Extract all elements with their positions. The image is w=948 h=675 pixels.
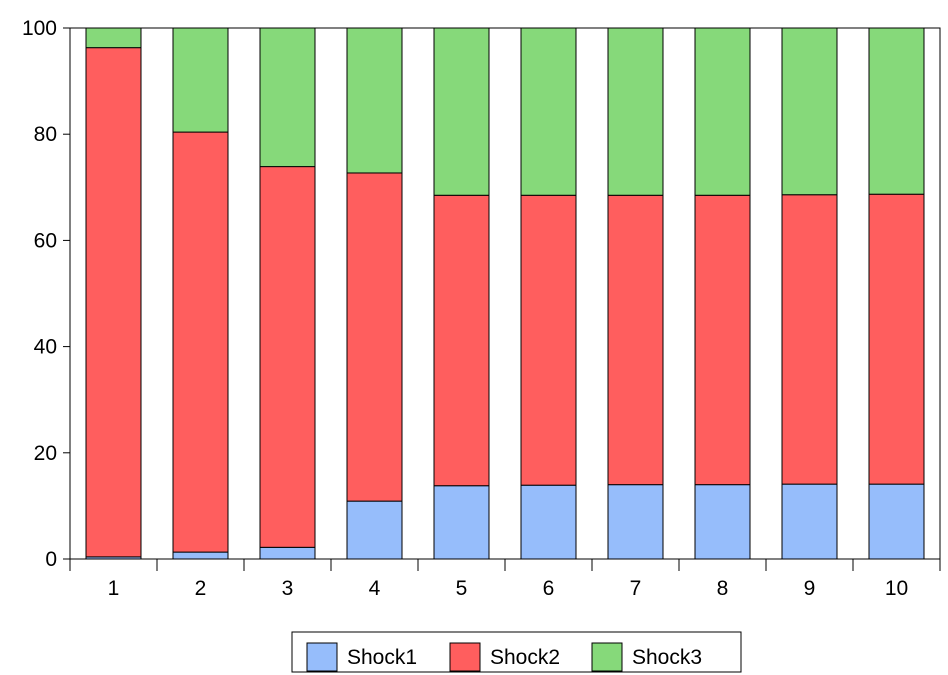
- y-tick-label-0: 0: [45, 548, 57, 571]
- bar-shock3-4: [346, 27, 403, 174]
- x-axis: 1 2 3 4 5 6 7 8 9 10: [69, 559, 941, 600]
- bar-shock3-7: [607, 27, 664, 196]
- bar-shock2-8: [694, 194, 751, 486]
- x-tick-label-4: 4: [369, 577, 381, 600]
- legend-swatch-shock1: [306, 642, 338, 672]
- x-tick-label-7: 7: [630, 577, 642, 600]
- bar-shock1-3: [259, 546, 316, 560]
- x-tick-label-6: 6: [543, 577, 555, 600]
- y-tick-label-80: 80: [34, 123, 57, 146]
- bar-shock2-9: [781, 194, 838, 485]
- bar-shock3-1: [85, 27, 142, 49]
- x-tick-label-10: 10: [885, 577, 908, 600]
- bar-shock2-10: [868, 193, 925, 485]
- y-tick-label-60: 60: [34, 229, 57, 252]
- bar-shock2-1: [85, 47, 142, 558]
- bar-shock3-9: [781, 27, 838, 196]
- bar-shock3-2: [172, 27, 229, 133]
- bar-shock2-3: [259, 166, 316, 548]
- bar-shock1-8: [694, 484, 751, 560]
- legend-swatch-shock3: [591, 642, 623, 672]
- bar-shock1-9: [781, 483, 838, 560]
- y-axis: 0 20 40 60 80 100: [22, 17, 70, 571]
- bar-shock1-7: [607, 484, 664, 560]
- legend: Shock1 Shock2 Shock3: [291, 631, 742, 673]
- bar-shock1-5: [433, 485, 490, 560]
- x-tick-label-8: 8: [717, 577, 729, 600]
- bar-shock3-3: [259, 27, 316, 168]
- bar-shock2-5: [433, 194, 490, 487]
- legend-label-shock2: Shock2: [490, 646, 560, 669]
- bar-shock3-6: [520, 27, 577, 196]
- bar-shock3-8: [694, 27, 751, 196]
- bar-shock3-5: [433, 27, 490, 196]
- bar-shock2-6: [520, 194, 577, 486]
- x-tick-label-3: 3: [282, 577, 294, 600]
- x-tick-label-5: 5: [456, 577, 468, 600]
- bar-shock2-4: [346, 172, 403, 502]
- x-tick-label-1: 1: [108, 577, 120, 600]
- y-tick-label-20: 20: [34, 442, 57, 465]
- legend-swatch-shock2: [449, 642, 481, 672]
- y-tick-label-40: 40: [34, 336, 57, 359]
- bar-shock2-7: [607, 194, 664, 486]
- bar-shock1-6: [520, 484, 577, 560]
- x-tick-label-9: 9: [804, 577, 816, 600]
- bar-shock2-2: [172, 131, 229, 553]
- bar-shock1-4: [346, 500, 403, 560]
- bar-shock3-10: [868, 27, 925, 195]
- bar-shock1-2: [172, 551, 229, 560]
- bar-shock1-10: [868, 483, 925, 560]
- y-tick-label-100: 100: [22, 17, 57, 40]
- x-tick-label-2: 2: [195, 577, 207, 600]
- legend-label-shock3: Shock3: [632, 646, 702, 669]
- legend-box: [291, 631, 742, 673]
- plot-area: [69, 27, 941, 560]
- legend-label-shock1: Shock1: [347, 646, 417, 669]
